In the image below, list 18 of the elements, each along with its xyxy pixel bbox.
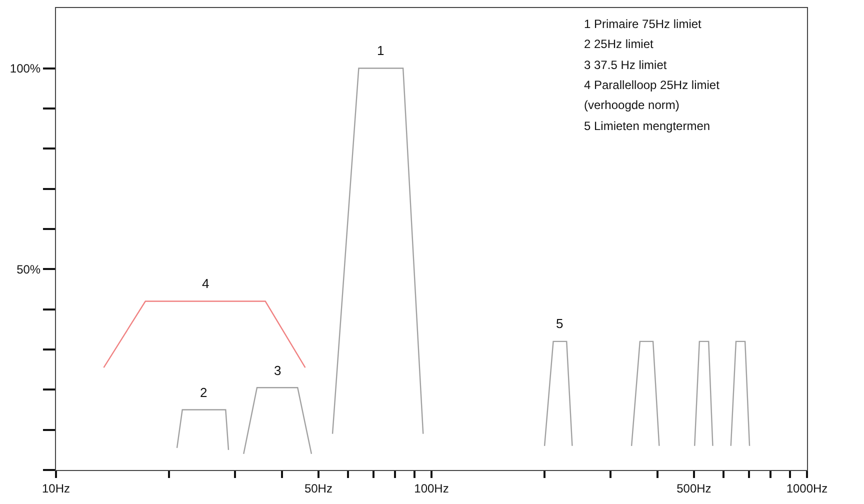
annotation: 2 25Hz limiet	[584, 37, 654, 51]
x-tick-label: 10Hz	[42, 481, 70, 496]
annotation: 1 Primaire 75Hz limiet	[584, 17, 702, 31]
x-tick-label: 500Hz	[676, 481, 712, 496]
series-label: 2	[200, 385, 208, 400]
annotation: 4 Parallelloop 25Hz limiet	[584, 78, 720, 92]
x-tick-label: 50Hz	[304, 481, 332, 496]
series-label: 5	[556, 316, 564, 331]
series-label: 3	[274, 363, 282, 378]
y-tick-label: 50%	[16, 262, 41, 276]
x-tick-label: 1000Hz	[786, 481, 828, 496]
series-label: 1	[377, 43, 384, 58]
annotation: (verhoogde norm)	[584, 98, 680, 112]
x-tick-label: 100Hz	[414, 481, 449, 496]
annotation: 5 Limieten mengtermen	[584, 119, 710, 133]
annotation: 3 37.5 Hz limiet	[584, 58, 668, 72]
y-tick-label: 100%	[10, 61, 41, 76]
series-label: 4	[202, 276, 210, 291]
